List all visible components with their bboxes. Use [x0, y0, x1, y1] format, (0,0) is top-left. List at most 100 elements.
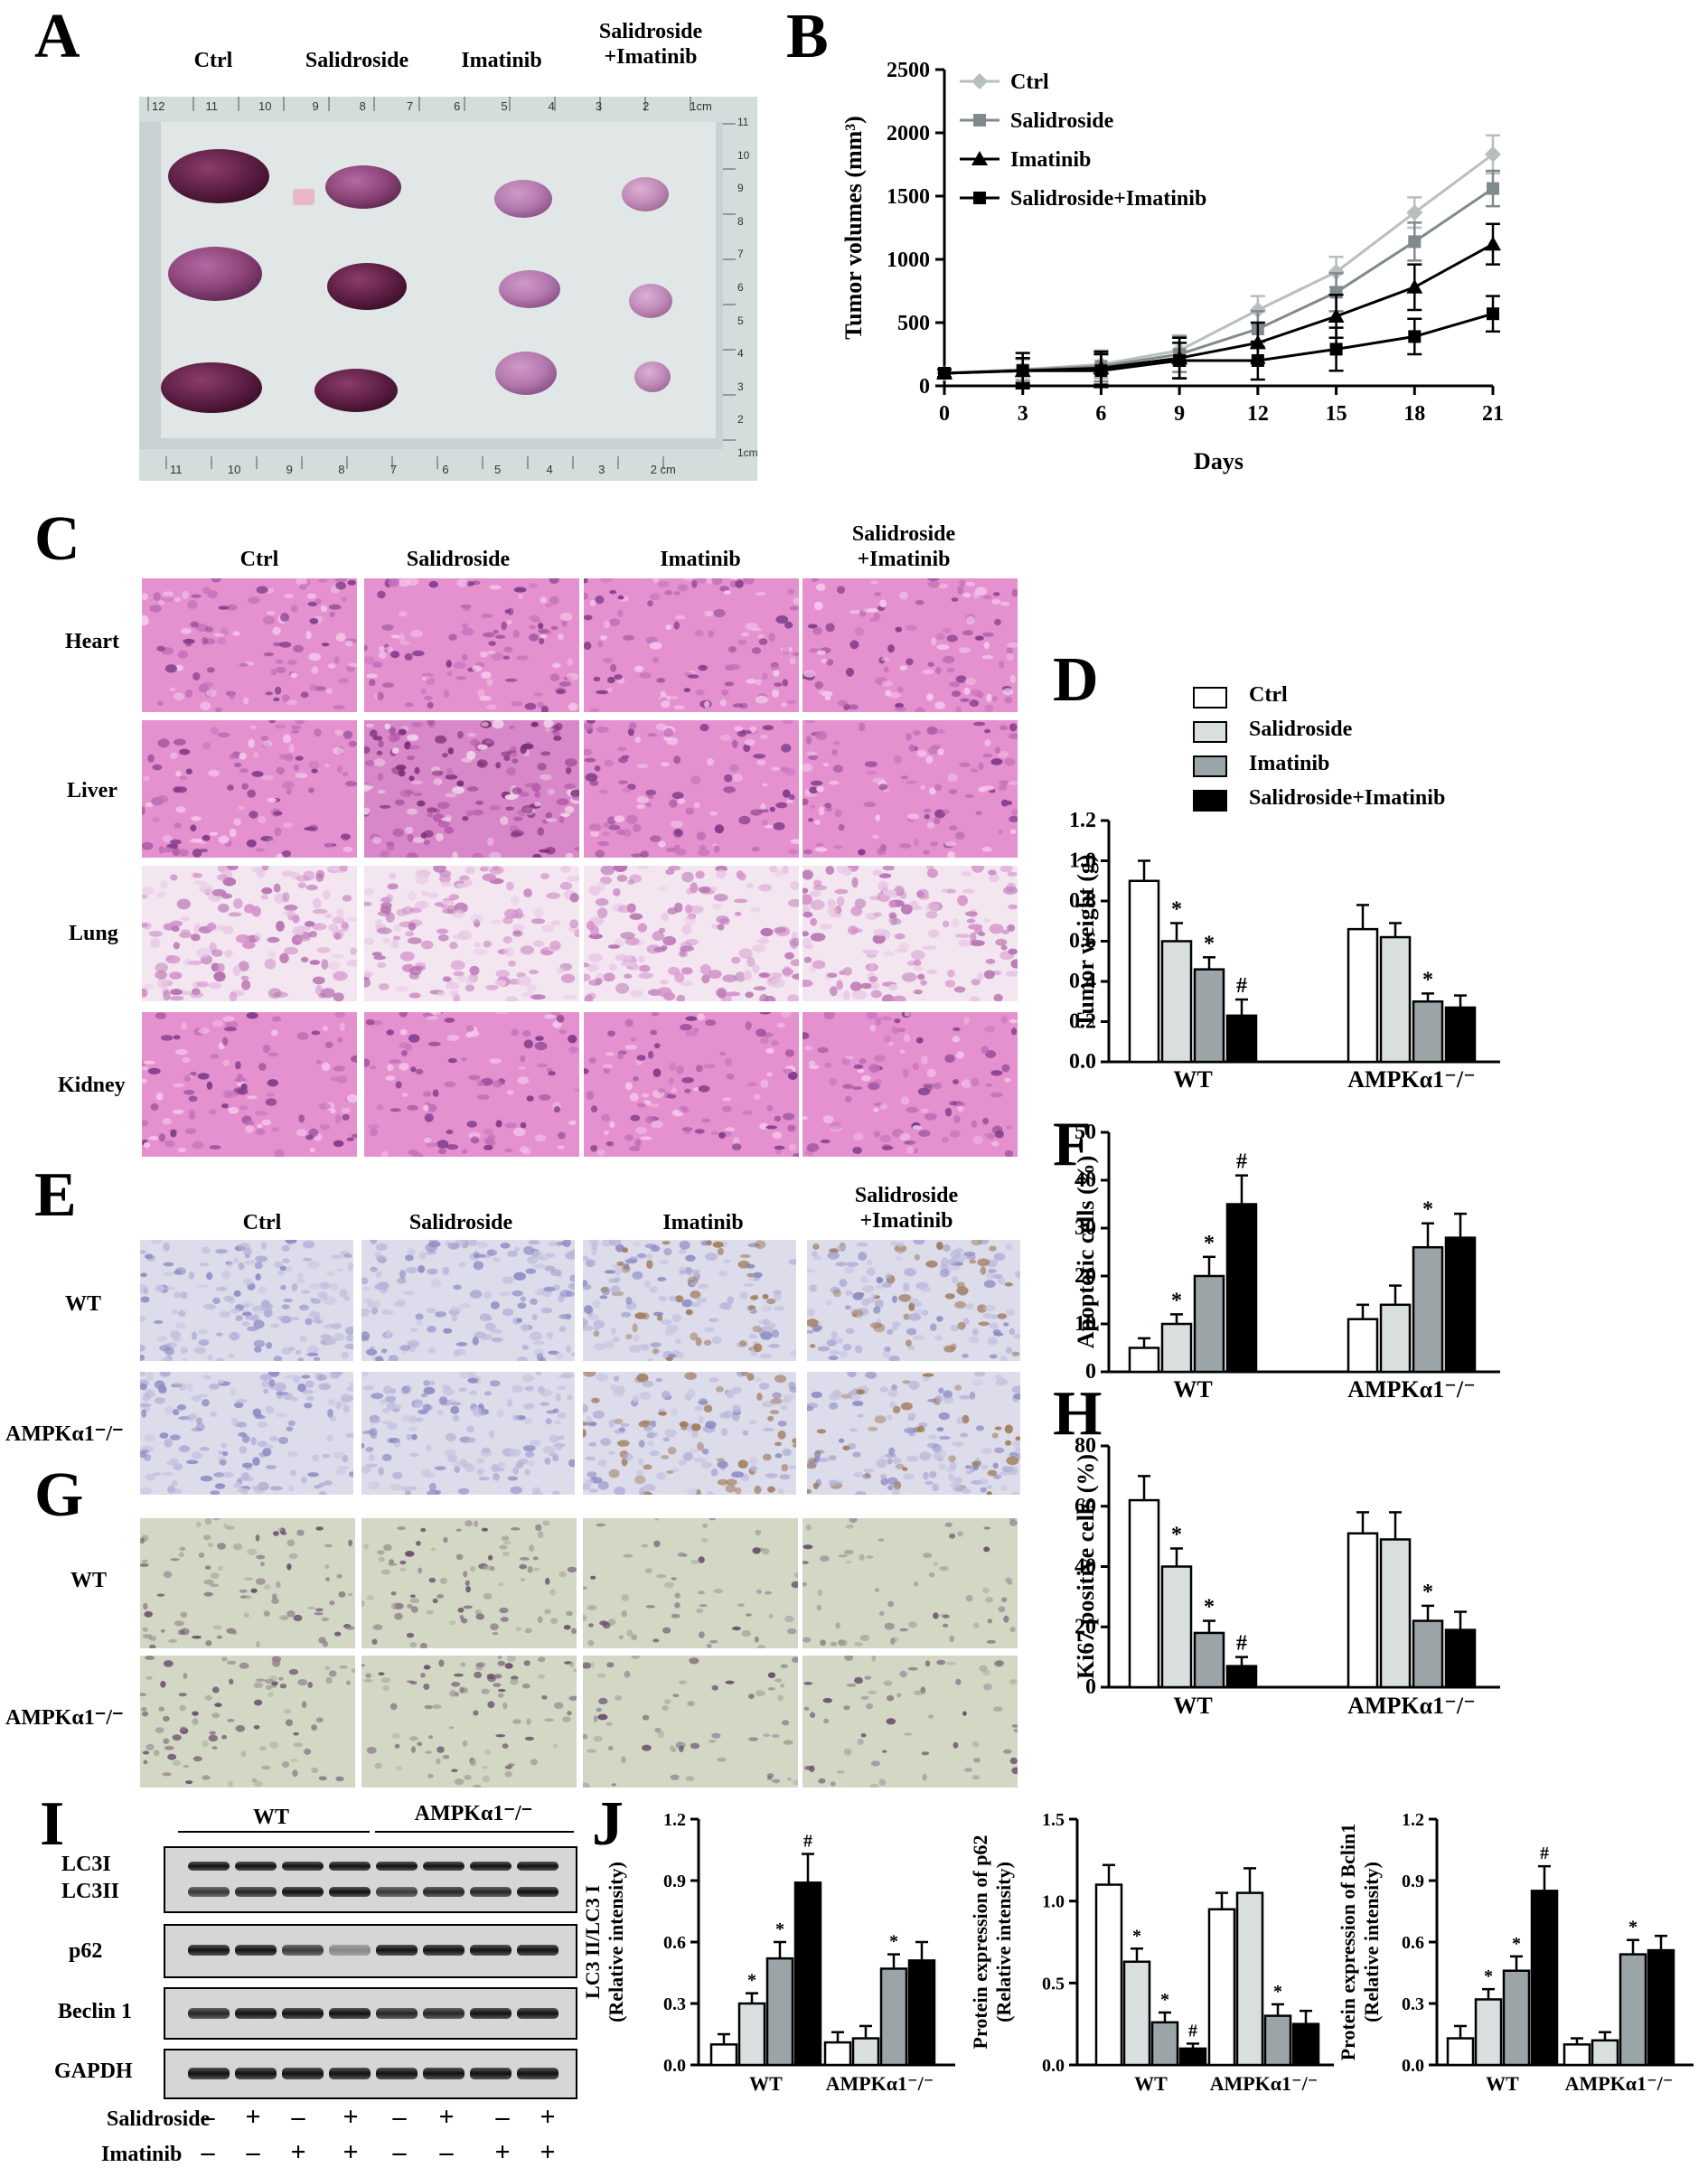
cell-nucleus [341, 1107, 352, 1114]
cell-nucleus [539, 637, 545, 645]
cell-nucleus [780, 702, 788, 708]
cell-nucleus [346, 1680, 351, 1685]
cell-nucleus [586, 1091, 595, 1100]
cell-nucleus [650, 1420, 657, 1428]
cell-nucleus [671, 1577, 677, 1581]
cell-nucleus [410, 630, 423, 638]
cell-nucleus [202, 1375, 211, 1380]
cell-nucleus [750, 906, 761, 913]
cell-nucleus [442, 1266, 450, 1275]
cell-nucleus [566, 876, 579, 882]
cell-nucleus [698, 1416, 704, 1423]
cell-nucleus [150, 1240, 163, 1244]
cell-nucleus [314, 1485, 322, 1489]
cell-nucleus [202, 1399, 210, 1407]
cell-nucleus [511, 758, 519, 764]
cell-nucleus [677, 584, 689, 592]
cell-nucleus [557, 1145, 565, 1149]
cell-nucleus [380, 906, 391, 914]
cell-nucleus [584, 962, 590, 968]
cell-nucleus [142, 1078, 147, 1084]
cell-nucleus [952, 690, 962, 698]
cell-nucleus [330, 1254, 343, 1259]
cell-nucleus [992, 592, 1000, 596]
cell-nucleus [947, 773, 958, 783]
cell-nucleus [875, 1588, 879, 1592]
cell-nucleus [202, 1534, 211, 1541]
cell-nucleus [774, 1375, 787, 1384]
cell-nucleus [990, 1314, 997, 1319]
cell-nucleus [671, 1109, 684, 1117]
cell-nucleus [657, 580, 670, 587]
cell-nucleus [267, 1079, 278, 1087]
cell-nucleus [279, 1265, 287, 1271]
cell-nucleus [774, 1115, 782, 1122]
cell-nucleus [560, 812, 570, 818]
cell-nucleus [971, 1379, 983, 1386]
cell-nucleus [802, 911, 813, 918]
cell-nucleus [772, 1392, 782, 1399]
cell-nucleus [623, 1263, 630, 1271]
micrograph-tile [802, 720, 1018, 858]
cell-nucleus [173, 1109, 184, 1115]
cell-nucleus [557, 967, 566, 974]
cell-nucleus [723, 590, 731, 595]
bar [1291, 2022, 1320, 2067]
cell-nucleus [436, 1410, 444, 1415]
cell-nucleus [425, 1444, 432, 1452]
cell-nucleus [531, 1314, 538, 1320]
cell-nucleus [1006, 1125, 1012, 1130]
cell-nucleus [315, 1318, 324, 1325]
bar [1347, 927, 1379, 1064]
cell-nucleus [196, 1393, 209, 1398]
cell-nucleus [344, 1343, 353, 1349]
cell-nucleus [859, 1634, 870, 1642]
cell-nucleus [387, 1064, 394, 1072]
cell-nucleus [891, 1384, 897, 1391]
cell-nucleus [376, 927, 392, 934]
cell-nucleus [955, 675, 967, 683]
cell-nucleus [393, 1440, 401, 1448]
cell-nucleus [283, 1299, 294, 1302]
cell-nucleus [516, 1318, 522, 1323]
cell-nucleus [829, 1077, 837, 1086]
cell-nucleus [737, 1603, 745, 1607]
cell-nucleus [248, 596, 260, 605]
cell-nucleus [879, 599, 887, 608]
cell-nucleus [789, 605, 799, 611]
cell-nucleus [783, 1068, 793, 1074]
cell-nucleus [977, 971, 984, 981]
cell-nucleus [966, 918, 976, 924]
cell-nucleus [928, 1572, 935, 1578]
cell-nucleus [720, 1428, 728, 1436]
cell-nucleus [678, 1105, 690, 1113]
micrograph-image [361, 1518, 577, 1648]
y-axis-label: (Relative intensity) [992, 1862, 1015, 2022]
cell-nucleus [897, 686, 904, 693]
cell-nucleus [273, 1382, 286, 1392]
micrograph-tile [364, 578, 579, 712]
cell-nucleus [521, 804, 533, 814]
cell-nucleus [156, 1593, 165, 1597]
cell-nucleus [381, 1420, 392, 1425]
cell-nucleus [532, 940, 545, 947]
cell-nucleus [953, 1253, 967, 1262]
cell-nucleus [949, 681, 961, 688]
cell-nucleus [884, 1622, 895, 1630]
cell-nucleus [650, 1342, 662, 1347]
significance-mark: * [747, 1971, 756, 1991]
cell-nucleus [314, 598, 322, 605]
cell-nucleus [948, 1455, 956, 1462]
cell-nucleus [445, 774, 458, 780]
cell-nucleus [568, 1282, 575, 1290]
cell-nucleus [587, 1422, 597, 1427]
bar [851, 2037, 880, 2067]
cell-nucleus [832, 1289, 842, 1298]
panel-e-row-label: WT [65, 1292, 102, 1316]
cell-nucleus [622, 755, 630, 759]
cell-nucleus [222, 1450, 229, 1457]
cell-nucleus [978, 762, 984, 771]
panel-a-col-label: Salidroside +Imatinib [598, 20, 703, 69]
cell-nucleus [290, 725, 302, 730]
cell-nucleus [621, 1458, 628, 1467]
